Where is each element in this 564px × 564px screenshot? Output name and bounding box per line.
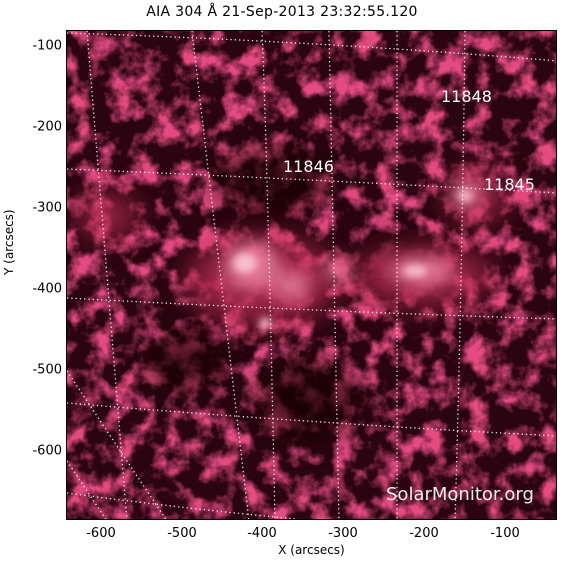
region-label-11848: 11848 bbox=[441, 87, 492, 106]
x-tick-label: -500 bbox=[167, 526, 197, 541]
y-tick-label: -500 bbox=[32, 362, 62, 378]
watermark: SolarMonitor.org bbox=[386, 484, 534, 505]
x-axis-label: X (arcsecs) bbox=[278, 543, 345, 557]
x-tick-label: -200 bbox=[409, 526, 439, 541]
region-label-11845: 11845 bbox=[484, 175, 535, 194]
x-tick-label: -300 bbox=[328, 526, 358, 541]
y-axis-label: Y (arcsecs) bbox=[2, 209, 16, 275]
solar-image bbox=[67, 31, 556, 519]
region-label-11846: 11846 bbox=[283, 157, 334, 176]
x-tick-label: -600 bbox=[86, 526, 116, 541]
y-tick-label: -100 bbox=[32, 38, 62, 54]
plot-title: AIA 304 Å 21-Sep-2013 23:32:55.120 bbox=[146, 4, 418, 20]
x-tick-label: -400 bbox=[247, 526, 277, 541]
y-tick-label: -200 bbox=[32, 119, 62, 135]
y-tick-label: -300 bbox=[32, 200, 62, 216]
y-tick-label: -400 bbox=[32, 281, 62, 297]
solar-image-frame bbox=[66, 30, 557, 520]
y-tick-label: -600 bbox=[32, 443, 62, 459]
x-tick-label: -100 bbox=[490, 526, 520, 541]
